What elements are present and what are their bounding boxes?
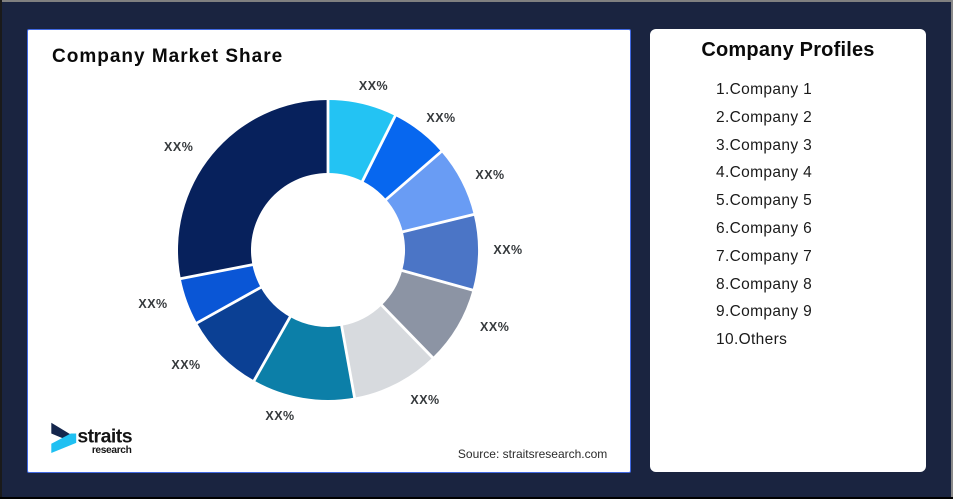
svg-text:straits: straits bbox=[77, 426, 132, 448]
svg-text:research: research bbox=[92, 445, 132, 456]
